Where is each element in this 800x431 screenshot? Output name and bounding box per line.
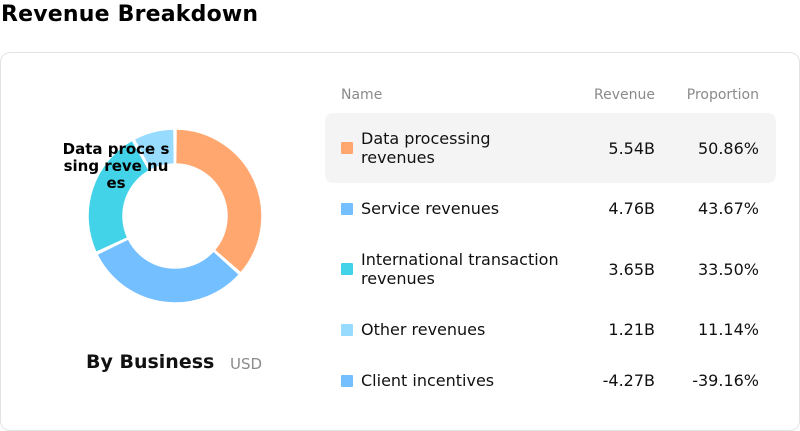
table-row[interactable]: International transaction revenues 3.65B… bbox=[325, 234, 776, 304]
legend-swatch bbox=[341, 203, 353, 215]
currency-label: USD bbox=[230, 355, 263, 373]
row-proportion: 11.14% bbox=[697, 320, 759, 339]
column-header-revenue: Revenue bbox=[594, 87, 655, 103]
row-proportion: 43.67% bbox=[697, 199, 759, 218]
row-proportion: -39.16% bbox=[692, 371, 759, 390]
row-proportion: 50.86% bbox=[697, 139, 759, 158]
donut-center-label: Data proce ssing reve nues bbox=[62, 140, 170, 192]
row-revenue: 4.76B bbox=[608, 199, 655, 218]
table-row[interactable]: Client incentives -4.27B -39.16% bbox=[325, 345, 776, 415]
legend-swatch bbox=[341, 324, 353, 336]
row-revenue: 1.21B bbox=[608, 320, 655, 339]
legend-swatch bbox=[341, 375, 353, 387]
row-name: Other revenues bbox=[361, 320, 486, 339]
row-revenue: 5.54B bbox=[608, 139, 655, 158]
table-row[interactable]: Service revenues 4.76B 43.67% bbox=[325, 173, 776, 243]
table-row[interactable]: Data processing revenues 5.54B 50.86% bbox=[325, 113, 776, 183]
row-revenue: 3.65B bbox=[608, 260, 655, 279]
column-header-name: Name bbox=[341, 87, 383, 103]
row-name: Data processing revenues bbox=[361, 129, 491, 167]
row-revenue: -4.27B bbox=[602, 371, 655, 390]
column-header-proportion: Proportion bbox=[686, 87, 759, 103]
row-proportion: 33.50% bbox=[697, 260, 759, 279]
table-row[interactable]: Other revenues 1.21B 11.14% bbox=[325, 294, 776, 364]
row-name: Service revenues bbox=[361, 199, 500, 218]
legend-swatch bbox=[341, 142, 353, 154]
row-name: Client incentives bbox=[361, 371, 495, 390]
legend-swatch bbox=[341, 263, 353, 275]
row-name: International transaction revenues bbox=[361, 250, 559, 288]
chart-group-label: By Business bbox=[86, 351, 215, 373]
page-title: Revenue Breakdown bbox=[1, 2, 259, 27]
